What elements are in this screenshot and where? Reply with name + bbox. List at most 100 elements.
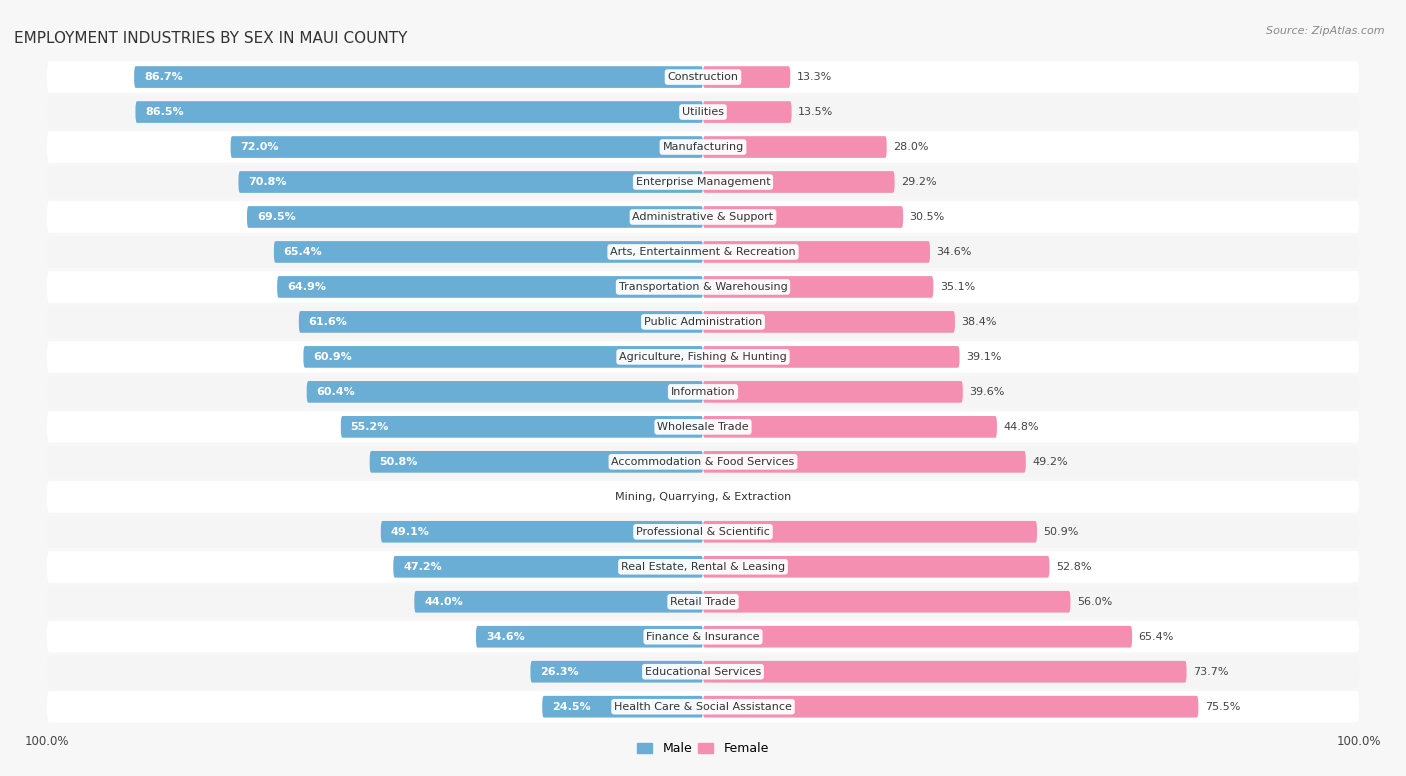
FancyBboxPatch shape: [307, 381, 703, 403]
Text: 56.0%: 56.0%: [1077, 597, 1112, 607]
Text: 50.9%: 50.9%: [1043, 527, 1078, 537]
FancyBboxPatch shape: [703, 626, 1132, 648]
Text: 65.4%: 65.4%: [1139, 632, 1174, 642]
Text: 49.1%: 49.1%: [391, 527, 430, 537]
Text: 44.8%: 44.8%: [1004, 422, 1039, 432]
FancyBboxPatch shape: [46, 61, 1360, 93]
FancyBboxPatch shape: [703, 346, 959, 368]
Text: 28.0%: 28.0%: [893, 142, 929, 152]
FancyBboxPatch shape: [46, 551, 1360, 583]
Text: 86.7%: 86.7%: [143, 72, 183, 82]
Text: 34.6%: 34.6%: [486, 632, 524, 642]
Text: 70.8%: 70.8%: [249, 177, 287, 187]
Text: Accommodation & Food Services: Accommodation & Food Services: [612, 457, 794, 467]
FancyBboxPatch shape: [543, 696, 703, 718]
Text: 47.2%: 47.2%: [404, 562, 441, 572]
FancyBboxPatch shape: [46, 586, 1360, 618]
FancyBboxPatch shape: [247, 206, 703, 228]
Text: 38.4%: 38.4%: [962, 317, 997, 327]
FancyBboxPatch shape: [703, 696, 1198, 718]
Text: 13.5%: 13.5%: [799, 107, 834, 117]
FancyBboxPatch shape: [477, 626, 703, 648]
Text: Wholesale Trade: Wholesale Trade: [657, 422, 749, 432]
FancyBboxPatch shape: [703, 591, 1070, 612]
FancyBboxPatch shape: [239, 171, 703, 193]
Text: Administrative & Support: Administrative & Support: [633, 212, 773, 222]
FancyBboxPatch shape: [46, 516, 1360, 548]
FancyBboxPatch shape: [46, 621, 1360, 653]
Text: 13.3%: 13.3%: [797, 72, 832, 82]
FancyBboxPatch shape: [703, 66, 790, 88]
FancyBboxPatch shape: [703, 136, 887, 158]
FancyBboxPatch shape: [415, 591, 703, 612]
FancyBboxPatch shape: [46, 376, 1360, 407]
Text: 60.4%: 60.4%: [316, 387, 356, 397]
FancyBboxPatch shape: [703, 451, 1026, 473]
FancyBboxPatch shape: [46, 201, 1360, 233]
FancyBboxPatch shape: [703, 206, 903, 228]
Text: 69.5%: 69.5%: [257, 212, 295, 222]
Text: Professional & Scientific: Professional & Scientific: [636, 527, 770, 537]
Text: Enterprise Management: Enterprise Management: [636, 177, 770, 187]
FancyBboxPatch shape: [46, 656, 1360, 688]
Text: 61.6%: 61.6%: [309, 317, 347, 327]
FancyBboxPatch shape: [703, 311, 955, 333]
FancyBboxPatch shape: [46, 236, 1360, 268]
FancyBboxPatch shape: [274, 241, 703, 263]
Text: 39.6%: 39.6%: [969, 387, 1005, 397]
Text: 72.0%: 72.0%: [240, 142, 278, 152]
FancyBboxPatch shape: [703, 381, 963, 403]
Text: Health Care & Social Assistance: Health Care & Social Assistance: [614, 702, 792, 712]
Text: 39.1%: 39.1%: [966, 352, 1001, 362]
Text: 55.2%: 55.2%: [350, 422, 389, 432]
Text: Real Estate, Rental & Leasing: Real Estate, Rental & Leasing: [621, 562, 785, 572]
Text: 35.1%: 35.1%: [939, 282, 976, 292]
FancyBboxPatch shape: [340, 416, 703, 438]
Text: Mining, Quarrying, & Extraction: Mining, Quarrying, & Extraction: [614, 492, 792, 502]
Text: Agriculture, Fishing & Hunting: Agriculture, Fishing & Hunting: [619, 352, 787, 362]
FancyBboxPatch shape: [703, 661, 1187, 683]
Text: Information: Information: [671, 387, 735, 397]
Text: Manufacturing: Manufacturing: [662, 142, 744, 152]
FancyBboxPatch shape: [46, 131, 1360, 163]
Text: 65.4%: 65.4%: [284, 247, 322, 257]
Text: 64.9%: 64.9%: [287, 282, 326, 292]
FancyBboxPatch shape: [277, 276, 703, 298]
Text: Source: ZipAtlas.com: Source: ZipAtlas.com: [1267, 26, 1385, 36]
Legend: Male, Female: Male, Female: [633, 737, 773, 760]
FancyBboxPatch shape: [46, 341, 1360, 372]
FancyBboxPatch shape: [46, 411, 1360, 442]
FancyBboxPatch shape: [394, 556, 703, 577]
FancyBboxPatch shape: [46, 166, 1360, 198]
FancyBboxPatch shape: [46, 96, 1360, 128]
Text: 73.7%: 73.7%: [1194, 667, 1229, 677]
Text: 60.9%: 60.9%: [314, 352, 352, 362]
FancyBboxPatch shape: [46, 307, 1360, 338]
FancyBboxPatch shape: [703, 241, 929, 263]
Text: 49.2%: 49.2%: [1032, 457, 1069, 467]
Text: 29.2%: 29.2%: [901, 177, 936, 187]
FancyBboxPatch shape: [703, 521, 1038, 542]
Text: 24.5%: 24.5%: [553, 702, 591, 712]
Text: Transportation & Warehousing: Transportation & Warehousing: [619, 282, 787, 292]
FancyBboxPatch shape: [134, 66, 703, 88]
Text: 26.3%: 26.3%: [540, 667, 579, 677]
Text: 86.5%: 86.5%: [145, 107, 184, 117]
Text: EMPLOYMENT INDUSTRIES BY SEX IN MAUI COUNTY: EMPLOYMENT INDUSTRIES BY SEX IN MAUI COU…: [14, 31, 408, 47]
Text: Utilities: Utilities: [682, 107, 724, 117]
Text: 44.0%: 44.0%: [425, 597, 463, 607]
Text: Construction: Construction: [668, 72, 738, 82]
FancyBboxPatch shape: [46, 691, 1360, 722]
Text: 50.8%: 50.8%: [380, 457, 418, 467]
FancyBboxPatch shape: [46, 481, 1360, 513]
FancyBboxPatch shape: [135, 101, 703, 123]
FancyBboxPatch shape: [381, 521, 703, 542]
FancyBboxPatch shape: [703, 276, 934, 298]
Text: Educational Services: Educational Services: [645, 667, 761, 677]
Text: Finance & Insurance: Finance & Insurance: [647, 632, 759, 642]
FancyBboxPatch shape: [703, 556, 1049, 577]
FancyBboxPatch shape: [299, 311, 703, 333]
Text: Public Administration: Public Administration: [644, 317, 762, 327]
FancyBboxPatch shape: [370, 451, 703, 473]
Text: 34.6%: 34.6%: [936, 247, 972, 257]
